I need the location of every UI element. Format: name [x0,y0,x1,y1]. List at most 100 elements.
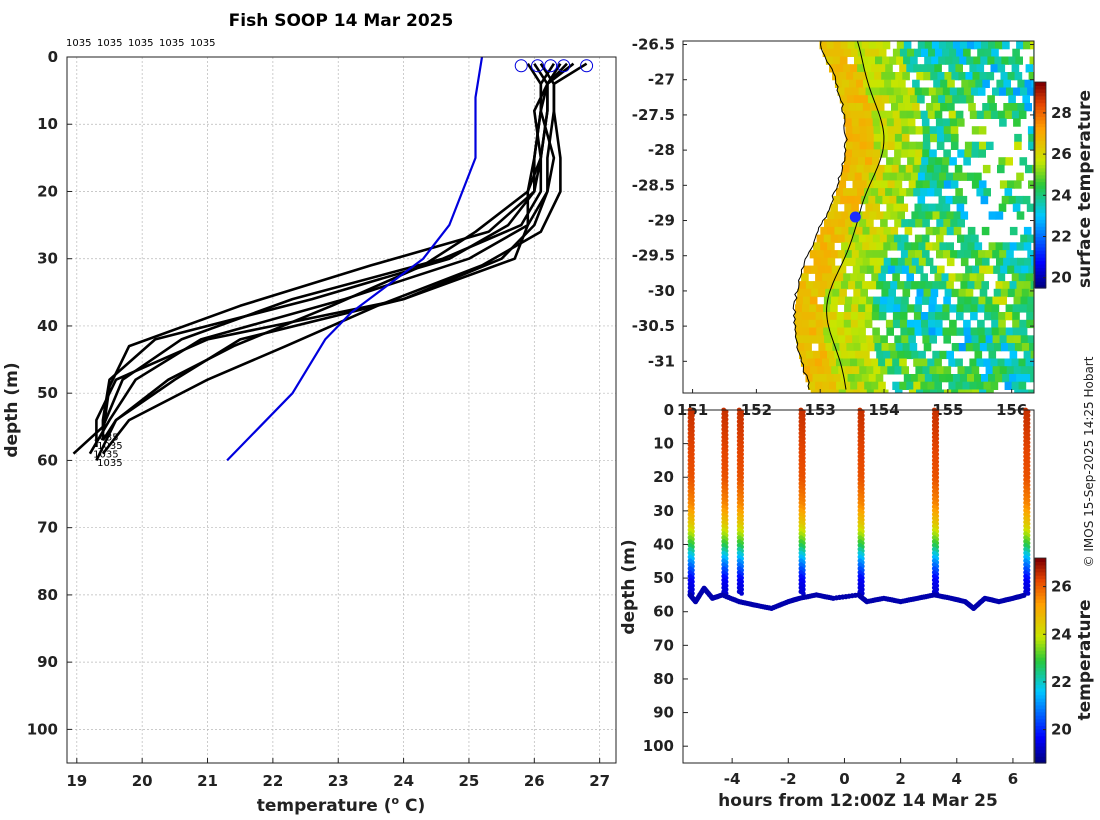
sst-cell [864,358,872,367]
sst-cell [879,87,888,96]
x-tick-label: 24 [393,772,414,790]
sst-cell [858,234,867,243]
sst-cell [829,273,837,282]
sst-cell [880,141,889,150]
sst-cell [816,250,825,259]
sst-cell [995,374,1003,383]
sst-cell [925,242,933,251]
sst-cell [955,381,964,390]
sst-cell [1012,327,1021,336]
temp-colorbar-swatch [1035,646,1046,651]
sst-cell [839,95,848,104]
sst-cell [851,250,860,259]
sst-cell [971,126,980,135]
sst-cell [998,319,1006,329]
sst-cell [958,288,967,298]
bottom-id-label: 1035 [93,449,118,460]
sst-cell [979,288,988,298]
sst-cell [953,172,961,181]
sst-cell [894,126,903,135]
sst-cell [923,72,931,81]
sst-cell [876,226,885,236]
sst-cell [1017,79,1025,88]
sst-cell [843,358,851,367]
sst-cell [991,327,1000,336]
sst-cell [1007,343,1016,352]
sst-cell [949,48,957,57]
sst-cell [855,242,863,251]
map-lat-label: -27 [648,71,675,89]
sst-cell [895,72,903,81]
chart-title: Fish SOOP 14 Mar 2025 [229,11,454,31]
sst-cell [817,389,826,393]
sst-cell [945,95,953,104]
sst-cell [869,103,878,112]
sst-cell [986,265,994,274]
sst-cell [1030,350,1034,360]
temp-colorbar-swatch [1035,670,1046,675]
sst-cell [827,242,835,251]
profile-line-8 [101,62,543,442]
sst-cell [811,288,819,298]
sst-cell [1027,234,1034,243]
sst-cell [833,41,842,50]
sst-cell [918,211,926,220]
temp-colorbar-swatch [1035,752,1046,757]
sst-cell [898,103,906,112]
sst-cell [950,141,959,150]
sst-cell [869,226,878,236]
sst-cell [969,110,978,119]
surface-marker [544,59,558,73]
sst-cell [971,234,979,243]
sst-cell [904,350,912,360]
map-lat-label: -29.5 [632,247,675,265]
sst-colorbar-swatch [1035,123,1046,128]
sst-cell [836,188,844,197]
sst-cell [1029,56,1034,65]
sst-cell [1012,319,1020,329]
sst-cell [894,366,902,375]
sst-cell [887,180,896,189]
sst-cell [1007,72,1016,81]
sst-cell [939,172,947,181]
sst-cell [824,219,832,228]
temp-colorbar-swatch [1035,732,1046,737]
sst-cell [800,358,809,367]
temp-colorbar-swatch [1035,663,1046,668]
temp-colorbar-swatch [1035,619,1046,624]
sst-cell [889,56,897,65]
sst-cell [1026,319,1034,329]
sst-cell [952,95,960,104]
sst-cell [886,87,895,96]
sst-cell [850,358,858,367]
sst-cell [859,389,868,393]
sst-cell [841,257,850,267]
sst-cell [977,327,986,336]
sst-cell [936,219,944,228]
sst-cell [866,133,875,143]
sst-cell [906,188,914,197]
sst-colorbar-swatch [1035,157,1046,162]
sst-cell [972,389,980,393]
sst-cell [848,103,857,112]
sst-cell [974,41,982,50]
sst-cell [830,203,838,212]
sst-cell [878,312,887,321]
sst-cell [865,203,873,212]
sst-cell [938,56,946,65]
sst-cell [1031,257,1034,267]
sst-cell [883,350,891,360]
sst-cell [901,133,910,143]
y-tick-label: 90 [37,653,58,671]
sst-cell [960,211,969,220]
sst-cell [851,234,860,243]
sst-cell [1024,103,1032,112]
sst-cell [804,343,812,352]
sst-cell [890,350,898,360]
sst-cell [1014,343,1023,352]
x-tick-label: 22 [262,772,283,790]
sst-cell [893,203,901,212]
sst-cell [908,149,916,158]
sst-cell [922,366,930,375]
sst-cell [827,257,836,267]
